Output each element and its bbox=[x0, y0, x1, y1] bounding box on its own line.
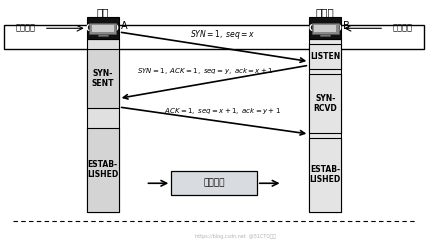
Bar bbox=[312, 23, 339, 34]
Bar bbox=[4, 25, 424, 49]
Text: https://blog.csdn.net  @51CTO博客: https://blog.csdn.net @51CTO博客 bbox=[195, 234, 276, 239]
Bar bbox=[86, 17, 119, 39]
Bar bbox=[86, 49, 119, 108]
Bar bbox=[86, 39, 119, 212]
Text: B: B bbox=[343, 21, 350, 31]
Text: 数据传送: 数据传送 bbox=[203, 179, 225, 188]
Text: $ACK=1,\ seq=x+1,\ ack=y+1$: $ACK=1,\ seq=x+1,\ ack=y+1$ bbox=[164, 106, 281, 116]
Text: A: A bbox=[121, 21, 127, 31]
Text: SYN-
SENT: SYN- SENT bbox=[92, 69, 114, 88]
Bar bbox=[89, 23, 116, 34]
Bar bbox=[309, 44, 341, 69]
Bar bbox=[320, 34, 330, 36]
Bar bbox=[309, 74, 341, 133]
Text: ESTAB-
LISHED: ESTAB- LISHED bbox=[87, 160, 119, 179]
Text: 服务器: 服务器 bbox=[316, 7, 335, 17]
Text: CLOSED: CLOSED bbox=[309, 24, 342, 33]
Text: SYN-
RCVD: SYN- RCVD bbox=[313, 94, 337, 113]
Text: CLOSED: CLOSED bbox=[86, 24, 119, 33]
Text: $SYN=1,\ seq=x$: $SYN=1,\ seq=x$ bbox=[190, 28, 255, 41]
Text: ESTAB-
LISHED: ESTAB- LISHED bbox=[309, 165, 341, 184]
Bar bbox=[309, 39, 341, 212]
Text: $SYN=1,\ ACK=1,\ seq=y,\ ack=x+1$: $SYN=1,\ ACK=1,\ seq=y,\ ack=x+1$ bbox=[137, 66, 273, 76]
Bar bbox=[171, 171, 257, 195]
Text: LISTEN: LISTEN bbox=[310, 52, 340, 61]
Bar bbox=[98, 34, 108, 36]
Bar bbox=[92, 25, 114, 32]
Bar bbox=[86, 128, 119, 212]
Bar bbox=[309, 17, 341, 39]
Text: 主动打开: 主动打开 bbox=[15, 24, 35, 33]
Bar bbox=[309, 138, 341, 212]
Bar bbox=[314, 25, 336, 32]
Text: 客户: 客户 bbox=[96, 7, 109, 17]
Text: 被动打开: 被动打开 bbox=[392, 24, 413, 33]
